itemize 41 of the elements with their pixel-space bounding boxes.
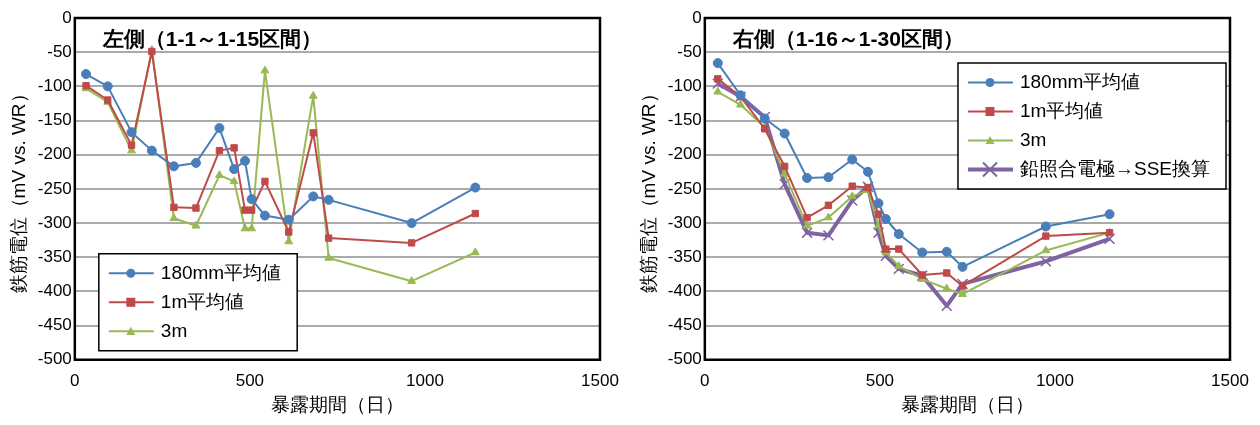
x-tick-label: 1500 [1211, 370, 1249, 390]
y-tick-label: -150 [37, 110, 72, 130]
chart-title: 右側（1-16～1-30区間） [731, 26, 964, 50]
y-tick-label: 0 [692, 7, 702, 27]
y-tick-label: -150 [667, 110, 702, 130]
y-tick-label: -300 [37, 212, 72, 232]
x-axis-title: 暴露期間（日） [270, 393, 404, 415]
legend-label: 1m平均値 [160, 290, 245, 312]
y-tick-label: -200 [37, 144, 72, 164]
y-tick-label: -350 [667, 246, 702, 266]
chart-title: 左側（1-1～1-15区間） [101, 26, 323, 50]
legend-label: 3m [1019, 128, 1047, 150]
y-tick-label: -250 [667, 178, 702, 198]
x-tick-label: 1000 [406, 370, 444, 390]
y-tick-label: 0 [62, 7, 72, 27]
legend-label: 180mm平均値 [1019, 70, 1141, 92]
x-tick-label: 500 [235, 370, 265, 390]
y-tick-label: -100 [667, 76, 702, 96]
y-tick-label: -50 [677, 41, 702, 61]
y-axis-title: 鉄筋電位（mV vs. WR） [7, 84, 29, 294]
y-tick-label: -400 [37, 281, 72, 301]
y-tick-label: -200 [667, 144, 702, 164]
legend-label: 鉛照合電極→SSE換算 [1019, 157, 1211, 179]
x-axis-title: 暴露期間（日） [900, 393, 1034, 415]
y-tick-label: -350 [37, 246, 72, 266]
y-tick-label: -300 [667, 212, 702, 232]
x-tick-label: 500 [865, 370, 895, 390]
y-tick-label: -400 [667, 281, 702, 301]
y-tick-label: -500 [37, 349, 72, 369]
x-tick-label: 1000 [1036, 370, 1074, 390]
y-tick-label: -500 [667, 349, 702, 369]
y-tick-label: -250 [37, 178, 72, 198]
legend-label: 3m [160, 319, 188, 341]
y-tick-label: -450 [37, 315, 72, 335]
legend-label: 1m平均値 [1019, 99, 1104, 121]
y-tick-label: -100 [37, 76, 72, 96]
legend-label: 180mm平均値 [160, 261, 282, 283]
y-tick-label: -450 [667, 315, 702, 335]
y-axis-title: 鉄筋電位（mV vs. WR） [637, 84, 659, 294]
y-tick-label: -50 [47, 41, 72, 61]
x-tick-label: 1500 [581, 370, 619, 390]
